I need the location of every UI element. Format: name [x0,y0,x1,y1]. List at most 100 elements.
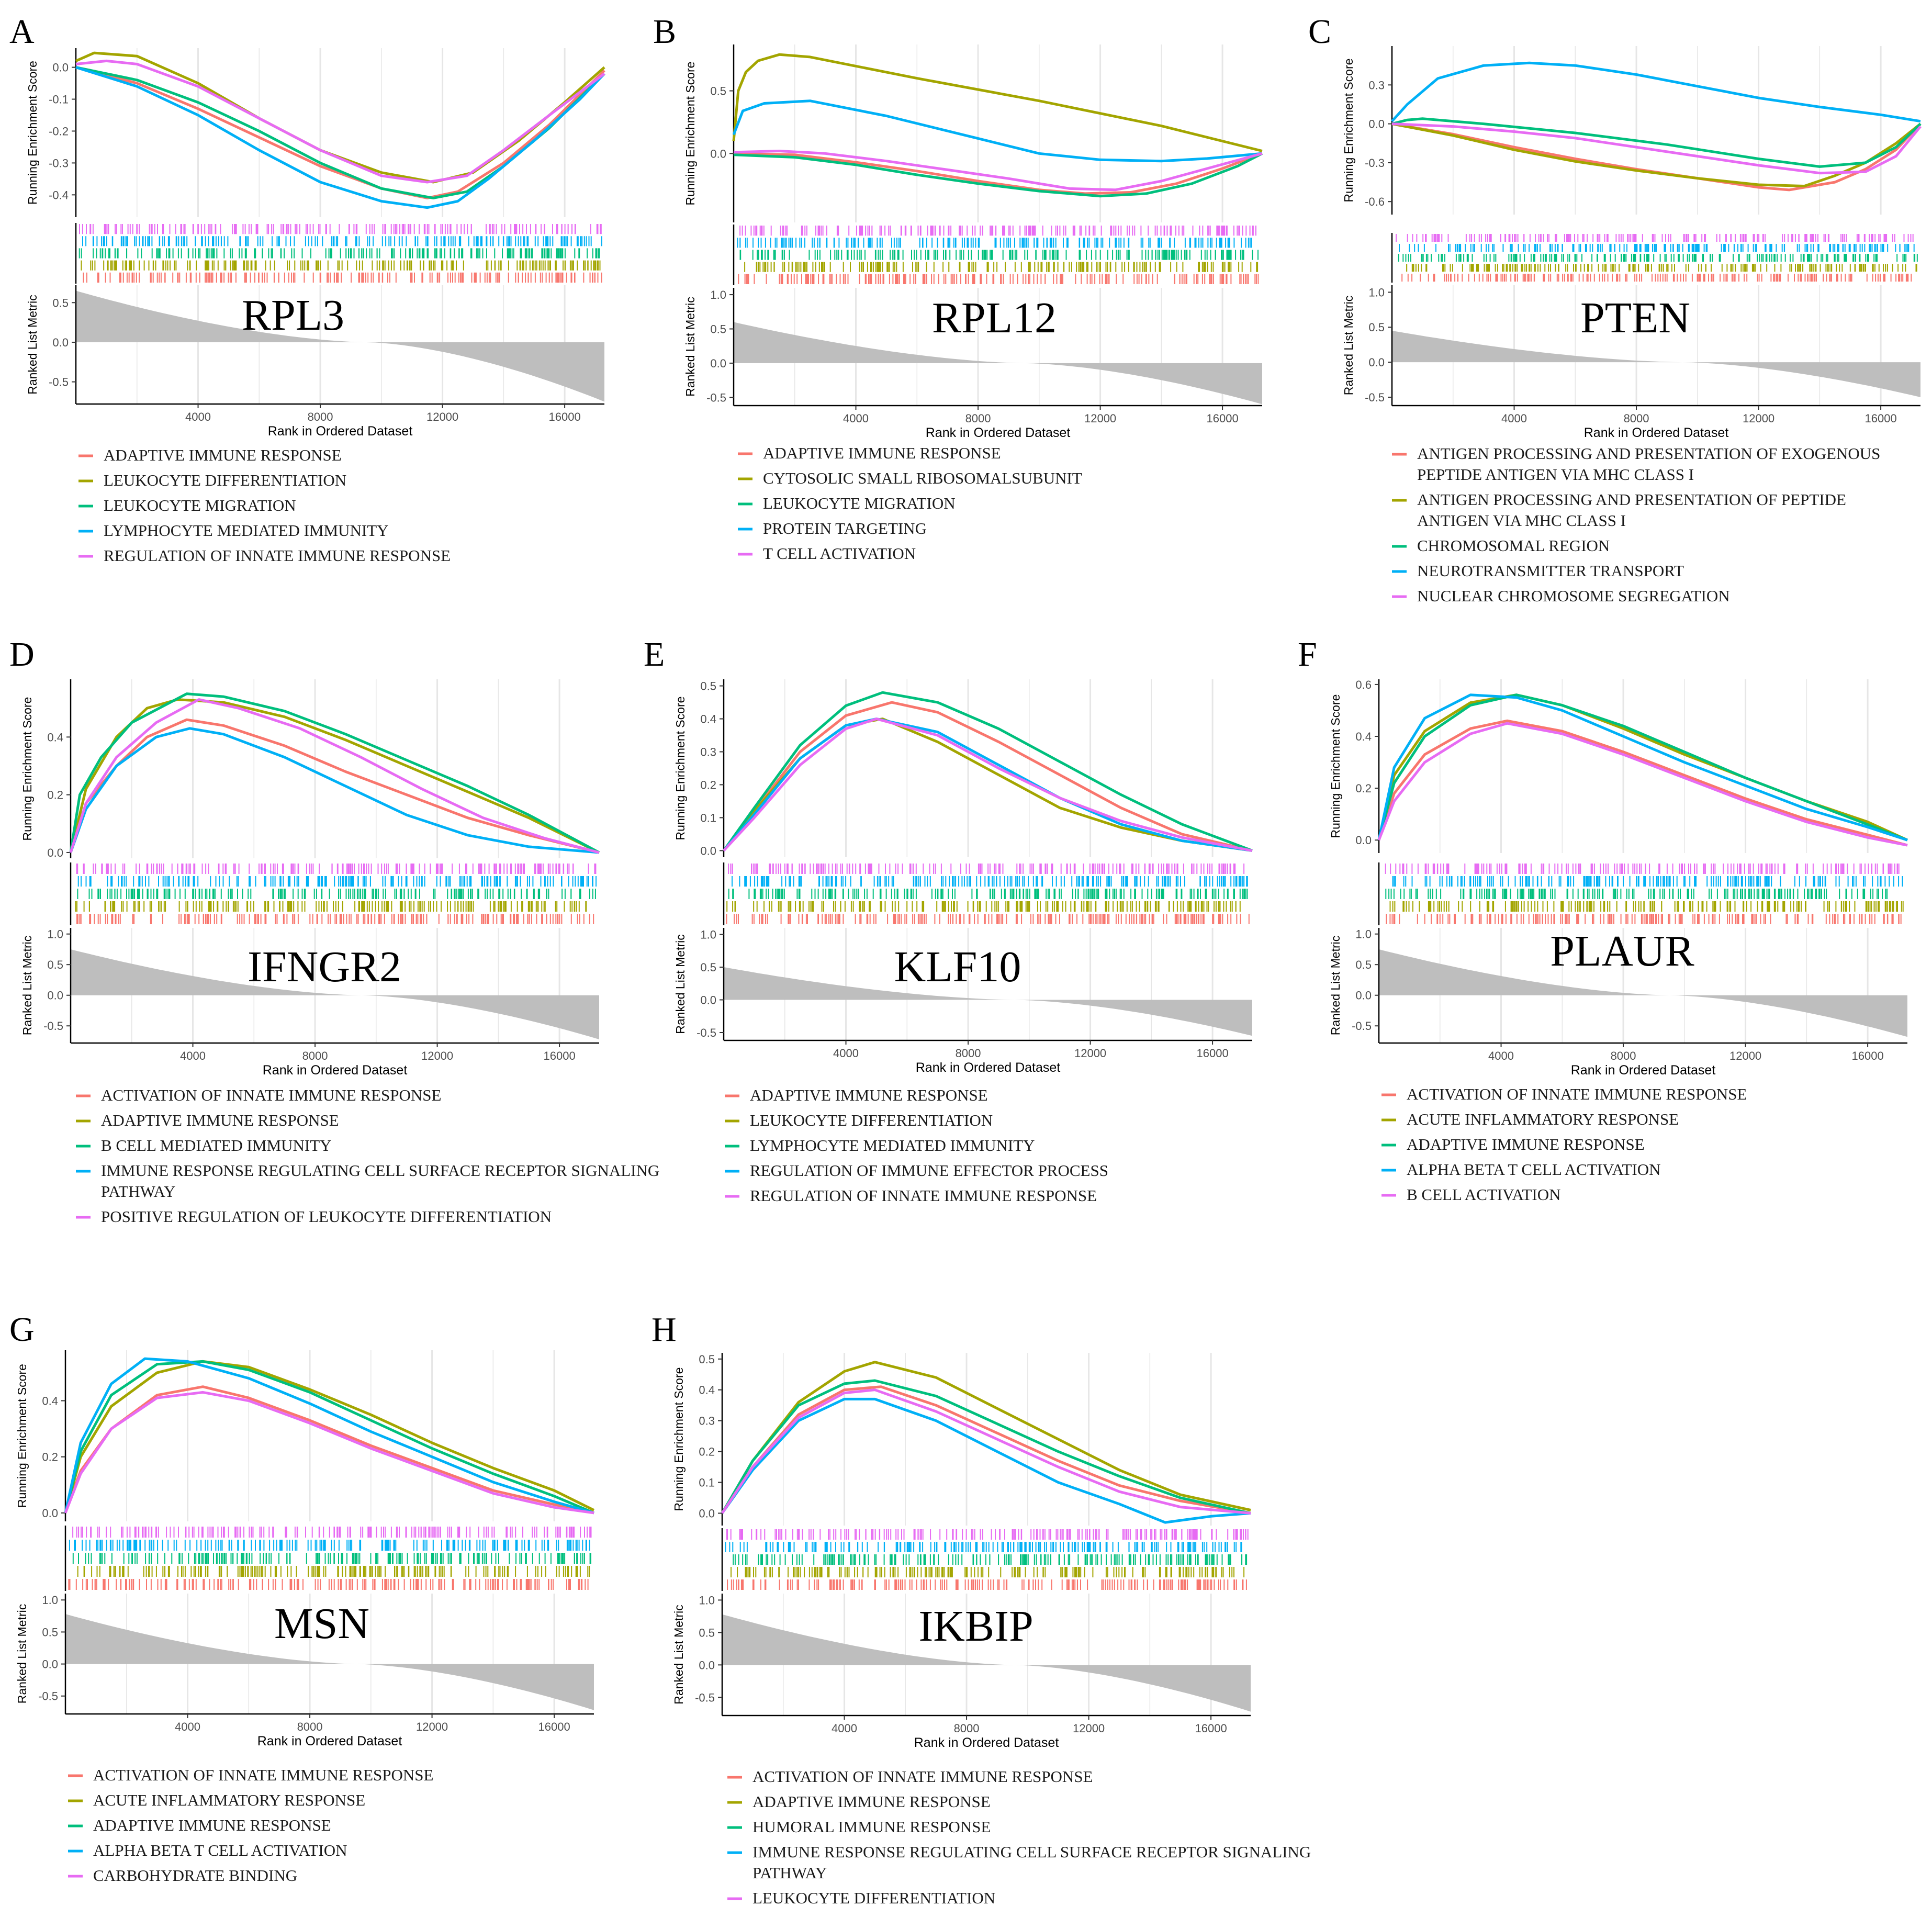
legend-line: ACTIVATION OF INNATE IMMUNE RESPONSE [101,1086,441,1104]
hit-row-1 [83,272,602,283]
legend-label-5: REGULATION OF INNATE IMMUNE RESPONSE [750,1186,1097,1205]
score-ytick-label: 0.2 [699,1445,715,1459]
gene-name: KLF10 [894,943,1021,991]
gene-name: MSN [274,1599,369,1648]
legend-label-3: CHROMOSOMAL REGION [1417,536,1610,555]
hit-row-4 [732,876,1248,887]
score-ytick-label: -0.4 [49,188,69,201]
legend: ADAPTIVE IMMUNE RESPONSE LEUKOCYTE DIFFER… [725,1086,1108,1205]
metric-ytick-label: -0.5 [43,1019,63,1033]
legend-line: LYMPHOCYTE MEDIATED IMMUNITY [104,521,389,540]
hit-ticks [76,914,594,924]
legend-line: REGULATION OF IMMUNE EFFECTOR PROCESS [750,1161,1108,1180]
legend: ACTIVATION OF INNATE IMMUNE RESPONSE ADAP… [727,1767,1311,1907]
metric-ytick-label: 0.0 [52,336,69,349]
hit-ticks [83,272,602,283]
legend-line: PROTEIN TARGETING [763,519,927,537]
hit-ticks [76,864,597,874]
hit-ticks [82,236,602,246]
legend-line: B CELL MEDIATED IMMUNITY [101,1136,332,1154]
ranked-metric-area [1379,949,1907,1037]
xtick-label: 16000 [1207,412,1239,425]
legend-label-1: ACTIVATION OF INNATE IMMUNE RESPONSE [752,1767,1093,1786]
hit-ticks [72,1553,591,1564]
score-ytick-label: 0.6 [1355,678,1372,691]
legend-line: LEUKOCYTE DIFFERENTIATION [104,471,346,489]
enrichment-line-2 [721,1361,1251,1514]
legend-line: ADAPTIVE IMMUNE RESPONSE [101,1111,339,1129]
hit-ticks [1396,234,1914,242]
legend-label-3: ADAPTIVE IMMUNE RESPONSE [93,1816,331,1834]
metric-ytick-label: -0.5 [697,1026,716,1039]
legend-line: ALPHA BETA T CELL ACTIVATION [93,1841,347,1859]
xtick-label: 16000 [538,1720,570,1733]
legend-line: ADAPTIVE IMMUNE RESPONSE [1407,1135,1645,1153]
xtick-label: 8000 [965,412,991,425]
hit-ticks [744,262,1259,272]
legend-label-5: T CELL ACTIVATION [763,544,916,563]
xtick-label: 4000 [180,1049,206,1062]
hit-ticks [731,1567,1245,1577]
legend-line: NUCLEAR CHROMOSOME SEGREGATION [1417,587,1730,605]
metric-ytick-label: 0.5 [1368,321,1385,334]
hit-row-1 [726,914,1250,924]
score-ytick-label: 0.0 [710,147,726,160]
score-ytick-label: 0.0 [1355,834,1372,847]
enrichment-line-1 [1391,122,1922,192]
legend-label-4: ALPHA BETA T CELL ACTIVATION [1407,1160,1661,1179]
xtick-label: 12000 [426,410,458,423]
xtick-label: 12000 [1743,412,1774,425]
metric-ytick-label: 1.0 [700,928,716,941]
xlabel: Rank in Ordered Dataset [1571,1063,1716,1078]
xtick-label: 8000 [302,1049,328,1062]
score-ytick-label: 0.4 [47,731,63,744]
ranked-metric-area [1392,330,1920,397]
legend: ACTIVATION OF INNATE IMMUNE RESPONSE ACUT… [1381,1085,1747,1204]
xlabel: Rank in Ordered Dataset [916,1060,1061,1075]
hit-ticks [1386,914,1902,924]
hit-row-2 [75,901,587,912]
legend-line: LEUKOCYTE DIFFERENTIATION [750,1111,993,1129]
metric-ylabel: Ranked List Metric [672,1605,686,1704]
enrichment-line-2 [1391,122,1922,187]
hit-row-1 [1386,914,1902,924]
legend-label-4: IMMUNE RESPONSE REGULATING CELL SURFACE … [101,1161,659,1201]
metric-ytick-label: -0.5 [49,376,69,389]
legend-line: T CELL ACTIVATION [763,544,916,563]
xtick-label: 12000 [416,1720,448,1733]
legend-label-2: ACUTE INFLAMMATORY RESPONSE [93,1791,365,1809]
hit-row-5 [72,1527,592,1538]
hit-ticks [726,901,1241,912]
hit-ticks [728,889,1248,899]
metric-ylabel: Ranked List Metric [673,934,687,1034]
legend-line: ADAPTIVE IMMUNE RESPONSE [93,1816,331,1834]
xtick-label: 8000 [954,1722,980,1735]
enrichment-line-5 [1377,722,1908,847]
hit-row-3 [1385,889,1888,899]
xtick-label: 8000 [956,1047,981,1060]
hit-ticks [77,889,596,899]
legend-label-2: ANTIGEN PROCESSING AND PRESENTATION OF P… [1417,490,1846,530]
legend-line: HUMORAL IMMUNE RESPONSE [752,1818,991,1836]
legend-label-4: LYMPHOCYTE MEDIATED IMMUNITY [104,521,389,540]
score-ytick-label: -0.3 [1365,156,1385,170]
legend-label-1: ACTIVATION OF INNATE IMMUNE RESPONSE [1407,1085,1747,1103]
score-ylabel: Running Enrichment Score [15,1364,29,1508]
hit-row-4 [1392,876,1903,887]
legend: ANTIGEN PROCESSING AND PRESENTATION OF E… [1392,444,1880,605]
enrichment-line-4 [69,727,600,854]
score-ylabel: Running Enrichment Score [672,1367,686,1511]
enrichment-line-1 [723,701,1253,852]
gene-name: RPL3 [242,291,344,340]
xtick-label: 8000 [297,1720,323,1733]
enrichment-line-4 [732,99,1263,163]
hit-row-3 [77,889,596,899]
legend-label-3: B CELL MEDIATED IMMUNITY [101,1136,332,1154]
legend-line: LEUKOCYTE DIFFERENTIATION [752,1889,995,1907]
hit-row-1 [1401,274,1912,282]
enrichment-line-5 [723,718,1253,852]
hit-row-2 [77,1566,590,1577]
score-ytick-label: 0.4 [1355,730,1372,743]
xtick-label: 16000 [544,1049,576,1062]
enrichment-line-4 [721,1397,1251,1524]
